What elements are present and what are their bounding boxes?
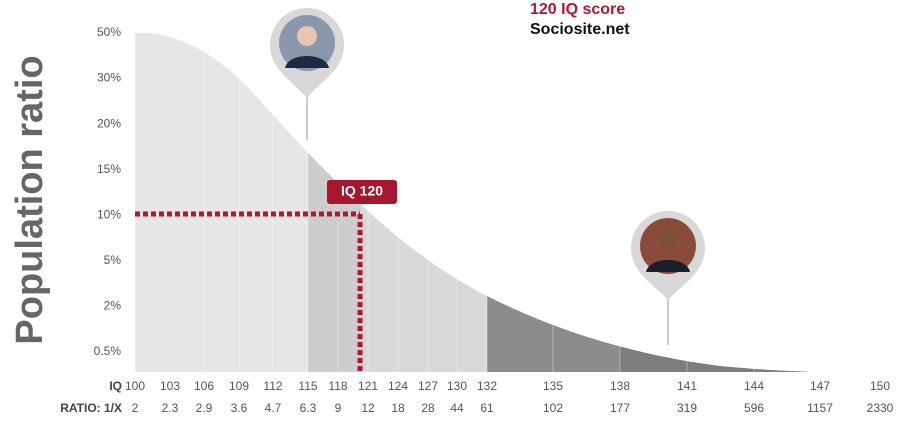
ratio-label-value: 12 bbox=[361, 401, 375, 415]
y-tick-label: 10% bbox=[97, 207, 121, 221]
ratio-label-value: 4.7 bbox=[265, 401, 282, 415]
x-tick-label: 118 bbox=[328, 379, 347, 393]
ratio-label-value: 3.6 bbox=[231, 401, 248, 415]
source: Sociosite.net bbox=[530, 21, 630, 38]
y-axis-label: Population ratio bbox=[9, 55, 51, 344]
x-tick-label: 141 bbox=[677, 379, 697, 393]
x-tick-label: 100 bbox=[125, 379, 145, 393]
y-tick-label: 0.5% bbox=[94, 344, 122, 358]
ratio-label-value: 1157 bbox=[807, 401, 833, 415]
ratio-label-value: 18 bbox=[391, 401, 405, 415]
distribution-area bbox=[135, 32, 810, 372]
ratio-label-value: 2330 bbox=[867, 401, 894, 415]
x-axis-label: IQ bbox=[109, 379, 122, 393]
title: 120 IQ score bbox=[530, 1, 625, 18]
ratio-label-value: 44 bbox=[450, 401, 464, 415]
x-tick-label: 130 bbox=[447, 379, 467, 393]
x-tick-label: 144 bbox=[744, 379, 764, 393]
x-tick-label: 132 bbox=[477, 379, 497, 393]
ratio-label-value: 319 bbox=[677, 401, 697, 415]
x-tick-label: 115 bbox=[298, 379, 317, 393]
portrait-pin bbox=[270, 8, 344, 140]
ratio-label-value: 2.3 bbox=[162, 401, 179, 415]
x-tick-label: 127 bbox=[418, 379, 438, 393]
x-tick-label: 103 bbox=[160, 379, 180, 393]
x-tick-label: 147 bbox=[810, 379, 830, 393]
x-tick-label: 109 bbox=[229, 379, 249, 393]
highlight-label: IQ 120 bbox=[341, 183, 383, 199]
ratio-label-value: 6.3 bbox=[300, 401, 317, 415]
y-tick-label: 50% bbox=[97, 25, 121, 39]
portrait-pin bbox=[631, 211, 705, 345]
y-tick-label: 20% bbox=[97, 116, 121, 130]
ratio-label-value: 2 bbox=[132, 401, 139, 415]
x-tick-label: 138 bbox=[610, 379, 630, 393]
x-tick-label: 150 bbox=[870, 379, 890, 393]
ratio-label-value: 61 bbox=[480, 401, 494, 415]
ratio-label-value: 2.9 bbox=[196, 401, 213, 415]
x-tick-label: 124 bbox=[388, 379, 408, 393]
x-tick-label: 112 bbox=[263, 379, 282, 393]
ratio-label-value: 596 bbox=[744, 401, 764, 415]
x-tick-label: 106 bbox=[194, 379, 214, 393]
x-tick-label: 135 bbox=[543, 379, 563, 393]
ratio-label-value: 9 bbox=[335, 401, 342, 415]
y-tick-label: 2% bbox=[104, 299, 122, 313]
highlight-badge bbox=[327, 180, 397, 204]
ratio-label-value: 102 bbox=[543, 401, 563, 415]
y-tick-label: 30% bbox=[97, 71, 121, 85]
ratio-label-value: 177 bbox=[610, 401, 630, 415]
y-tick-label: 15% bbox=[97, 162, 121, 176]
x-tick-label: 121 bbox=[358, 379, 378, 393]
ratio-label-value: 28 bbox=[421, 401, 435, 415]
y-tick-label: 5% bbox=[104, 253, 122, 267]
ratio-label: RATIO: 1/X bbox=[60, 401, 122, 415]
